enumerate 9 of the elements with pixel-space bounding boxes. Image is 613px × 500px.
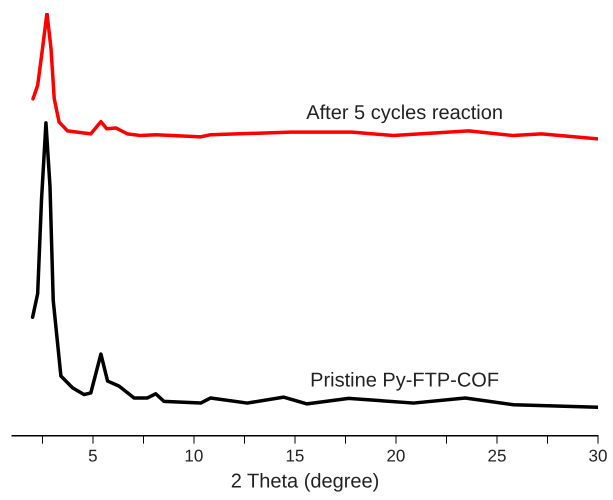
x-tick-label: 5 bbox=[88, 446, 98, 466]
series-label: After 5 cycles reaction bbox=[306, 102, 503, 124]
series-label: Pristine Py-FTP-COF bbox=[310, 370, 500, 392]
x-tick-label: 10 bbox=[184, 446, 204, 466]
x-tick-label: 30 bbox=[588, 446, 608, 466]
x-tick-label: 20 bbox=[386, 446, 406, 466]
x-tick-label: 25 bbox=[488, 446, 506, 466]
x-tick-label: 15 bbox=[285, 446, 304, 466]
x-axis-title: 2 Theta (degree) bbox=[230, 470, 380, 493]
